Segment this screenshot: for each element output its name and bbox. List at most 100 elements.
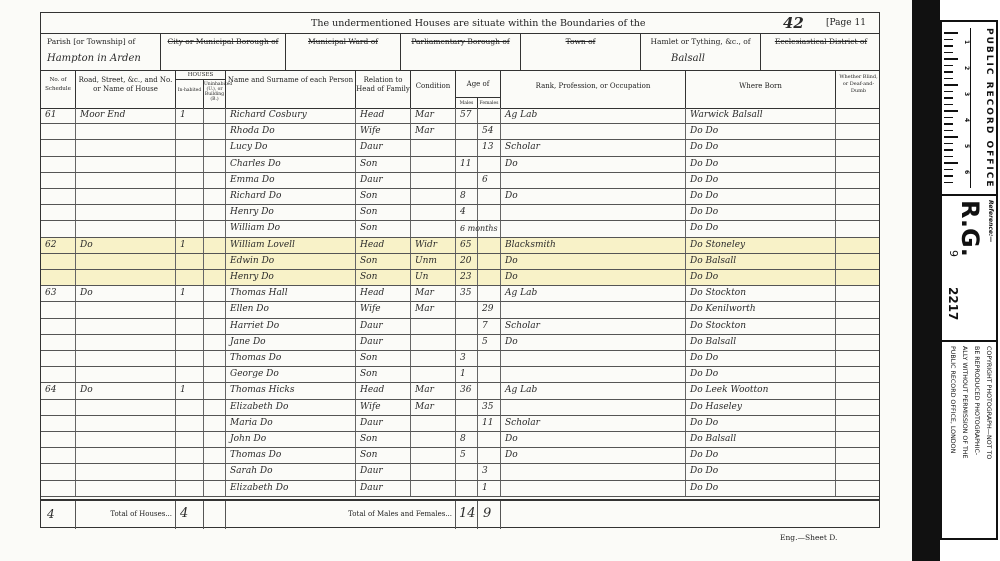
ruler-tick bbox=[944, 142, 953, 144]
uninhabited-cell bbox=[204, 172, 226, 188]
name-cell: John Do bbox=[226, 432, 356, 448]
female-age-cell: 29 bbox=[478, 302, 501, 318]
ruler-tick bbox=[944, 175, 953, 177]
road-cell bbox=[76, 432, 176, 448]
name-cell: Elizabeth Do bbox=[226, 399, 356, 415]
male-age-cell bbox=[456, 415, 478, 431]
table-row: Maria Do Daur 11 Scholar Do Do bbox=[41, 415, 879, 432]
road-cell bbox=[76, 415, 176, 431]
inhabited-cell bbox=[176, 448, 204, 464]
schedule-cell bbox=[41, 334, 76, 350]
film-edge bbox=[912, 0, 940, 561]
where-born-cell: Do Do bbox=[686, 140, 836, 156]
series-code: R.G. bbox=[956, 200, 984, 257]
ruler-tick bbox=[944, 116, 953, 118]
occupation-cell: Do bbox=[501, 253, 686, 269]
road-cell bbox=[76, 448, 176, 464]
ruler: 1 2 3 4 5 6 bbox=[944, 28, 971, 188]
where-born-cell: Do Stoneley bbox=[686, 237, 836, 253]
table-row: John Do Son 8 Do Do Balsall bbox=[41, 432, 881, 449]
blind-cell bbox=[836, 367, 881, 382]
male-age-cell bbox=[456, 480, 478, 496]
male-age-cell bbox=[456, 464, 478, 480]
name-cell: William Lovell bbox=[226, 237, 356, 253]
condition-cell bbox=[411, 156, 456, 172]
ruler-mark: 1 bbox=[963, 40, 970, 45]
blind-cell bbox=[836, 140, 881, 155]
where-born-cell: Do Do bbox=[686, 189, 836, 205]
road-cell bbox=[76, 270, 176, 286]
sheet-footer: Eng.—Sheet D. bbox=[780, 533, 838, 542]
relation-cell: Daur bbox=[356, 318, 411, 334]
piece-class: 9 bbox=[947, 250, 960, 257]
blind-cell bbox=[836, 432, 881, 447]
uninhabited-cell bbox=[204, 221, 226, 237]
where-born-cell: Warwick Balsall bbox=[686, 108, 836, 124]
female-age-cell: 1 bbox=[478, 480, 501, 496]
male-age-cell: 11 bbox=[456, 156, 478, 172]
occupation-cell: Do bbox=[501, 448, 686, 464]
where-born-cell: Do Kenilworth bbox=[686, 302, 836, 318]
male-age-cell: 6 months bbox=[456, 221, 498, 237]
condition-cell bbox=[411, 480, 456, 496]
blind-cell bbox=[836, 319, 881, 334]
boundary-label: City or Municipal Borough of bbox=[167, 37, 279, 46]
where-born-cell: Do Do bbox=[686, 124, 836, 140]
male-age-cell: 1 bbox=[456, 367, 478, 383]
inhabited-cell bbox=[176, 351, 204, 367]
ruler-tick bbox=[944, 149, 953, 151]
occupation-cell bbox=[501, 221, 686, 237]
name-cell: Lucy Do bbox=[226, 140, 356, 156]
name-cell: Elizabeth Do bbox=[226, 480, 356, 496]
name-cell: Thomas Do bbox=[226, 448, 356, 464]
condition-cell: Mar bbox=[411, 108, 456, 124]
name-cell: Thomas Hall bbox=[226, 286, 356, 302]
relation-cell: Daur bbox=[356, 334, 411, 350]
female-age-cell bbox=[478, 286, 501, 302]
relation-cell: Daur bbox=[356, 415, 411, 431]
table-row: Edwin Do Son Unm 20 Do Do Balsall bbox=[41, 253, 879, 270]
blind-cell bbox=[836, 173, 881, 188]
occupation-cell bbox=[501, 351, 686, 367]
uninhabited-cell bbox=[204, 286, 226, 302]
name-cell: Jane Do bbox=[226, 334, 356, 350]
uninhabited-cell bbox=[204, 302, 226, 318]
uninhabited-cell bbox=[204, 189, 226, 205]
condition-cell bbox=[411, 205, 456, 221]
uninhabited-cell bbox=[204, 415, 226, 431]
road-cell: Do bbox=[76, 237, 176, 253]
schedule-cell bbox=[41, 448, 76, 464]
boundaries-row: Parish [or Township] of Hampton in Arden… bbox=[41, 33, 879, 71]
inhabited-cell bbox=[176, 334, 204, 350]
relation-cell: Wife bbox=[356, 399, 411, 415]
totals-row: 4 Total of Houses... 4 Total of Males an… bbox=[41, 499, 879, 529]
female-age-cell bbox=[478, 237, 501, 253]
occupation-cell: Ag Lab bbox=[501, 286, 686, 302]
relation-cell: Head bbox=[356, 108, 411, 124]
road-cell bbox=[76, 351, 176, 367]
header-females: Females bbox=[478, 98, 501, 108]
ruler-mark: 5 bbox=[963, 144, 970, 149]
road-cell bbox=[76, 140, 176, 156]
where-born-cell: Do Do bbox=[686, 221, 836, 237]
ruler-tick bbox=[944, 71, 953, 73]
boundary-label: Ecclesiastical District of bbox=[774, 37, 868, 46]
male-age-cell: 35 bbox=[456, 286, 478, 302]
female-age-cell bbox=[478, 270, 501, 286]
ruler-mark: 2 bbox=[963, 66, 970, 71]
road-cell bbox=[76, 156, 176, 172]
female-age-cell bbox=[478, 221, 501, 237]
table-row: 63 Do 1 Thomas Hall Head Mar 35 Ag Lab Do Stockt… bbox=[41, 286, 879, 303]
where-born-cell: Do Do bbox=[686, 270, 836, 286]
uninhabited-cell bbox=[204, 448, 226, 464]
condition-cell: Mar bbox=[411, 383, 456, 399]
occupation-cell: Blacksmith bbox=[501, 237, 686, 253]
uninhabited-cell bbox=[204, 318, 226, 334]
inhabited-cell bbox=[176, 302, 204, 318]
occupation-cell bbox=[501, 480, 686, 496]
occupation-cell: Do bbox=[501, 156, 686, 172]
header-where-born: Where Born bbox=[686, 70, 836, 108]
ruler-tick bbox=[944, 97, 953, 99]
condition-cell: Un bbox=[411, 270, 456, 286]
ruler-tick bbox=[944, 64, 953, 66]
